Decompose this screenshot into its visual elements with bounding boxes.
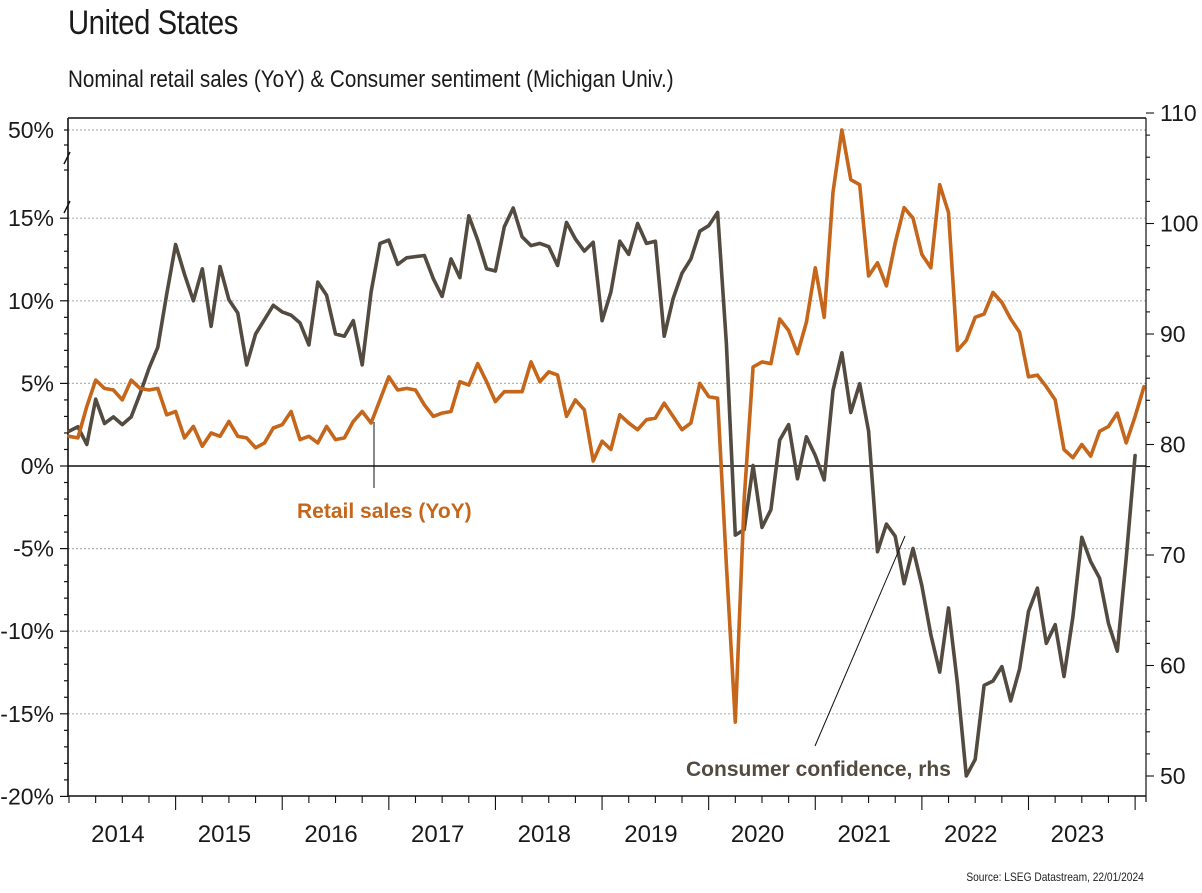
x-axis-ticks: 2014 2015 2016 2017 2018 2019 2020 2021 2022 2023	[68, 796, 1136, 848]
right-tick-label: 90	[1160, 321, 1186, 347]
left-tick-label: 15%	[8, 205, 54, 231]
left-tick-label: -20%	[0, 783, 54, 809]
confidence-annotation-leader	[814, 535, 906, 747]
x-tick-label: 2016	[304, 821, 357, 848]
right-tick-label: 70	[1160, 542, 1186, 568]
x-tick-label: 2022	[944, 821, 997, 848]
left-tick-label: -10%	[0, 618, 54, 644]
x-tick-label: 2014	[91, 821, 144, 848]
right-axis-ticks: 110 100 90 80 70 60 50	[1146, 100, 1198, 789]
confidence-annotation-label: Consumer confidence, rhs	[686, 758, 951, 781]
x-tick-label: 2017	[411, 821, 464, 848]
left-tick-label: -5%	[13, 536, 54, 562]
left-tick-label: -15%	[0, 701, 54, 727]
axis-break-mark	[63, 200, 71, 214]
retail-sales-line	[67, 128, 1146, 724]
right-tick-label: 60	[1160, 653, 1186, 679]
left-tick-label: 5%	[21, 370, 54, 396]
x-tick-label: 2015	[198, 821, 251, 848]
x-tick-label: 2020	[731, 821, 784, 848]
series-lines	[67, 128, 1146, 778]
retail-annotation-label: Retail sales (YoY)	[297, 500, 472, 523]
left-tick-label: 50%	[8, 117, 54, 143]
left-tick-label: 0%	[21, 453, 54, 479]
left-tick-label: 10%	[8, 288, 54, 314]
axis-break-mark	[63, 151, 71, 165]
source-note: Source: LSEG Datastream, 22/01/2024	[966, 870, 1144, 884]
left-axis-ticks: 50% 15% 10% 5% 0% -5% -10% -15% -20%	[0, 117, 68, 809]
x-tick-label: 2019	[624, 821, 677, 848]
right-tick-label: 100	[1160, 211, 1198, 237]
chart-title: United States	[68, 4, 238, 42]
right-tick-label: 110	[1160, 100, 1197, 126]
annotations: Retail sales (YoY) Consumer confidence, …	[297, 422, 951, 781]
x-tick-label: 2018	[518, 821, 571, 848]
chart-subtitle: Nominal retail sales (YoY) & Consumer se…	[68, 66, 674, 93]
x-tick-label: 2021	[837, 821, 890, 848]
axes	[63, 117, 1147, 802]
right-tick-label: 80	[1160, 432, 1186, 458]
consumer-confidence-line	[67, 206, 1137, 778]
right-tick-label: 50	[1160, 763, 1186, 789]
x-tick-label: 2023	[1051, 821, 1104, 848]
